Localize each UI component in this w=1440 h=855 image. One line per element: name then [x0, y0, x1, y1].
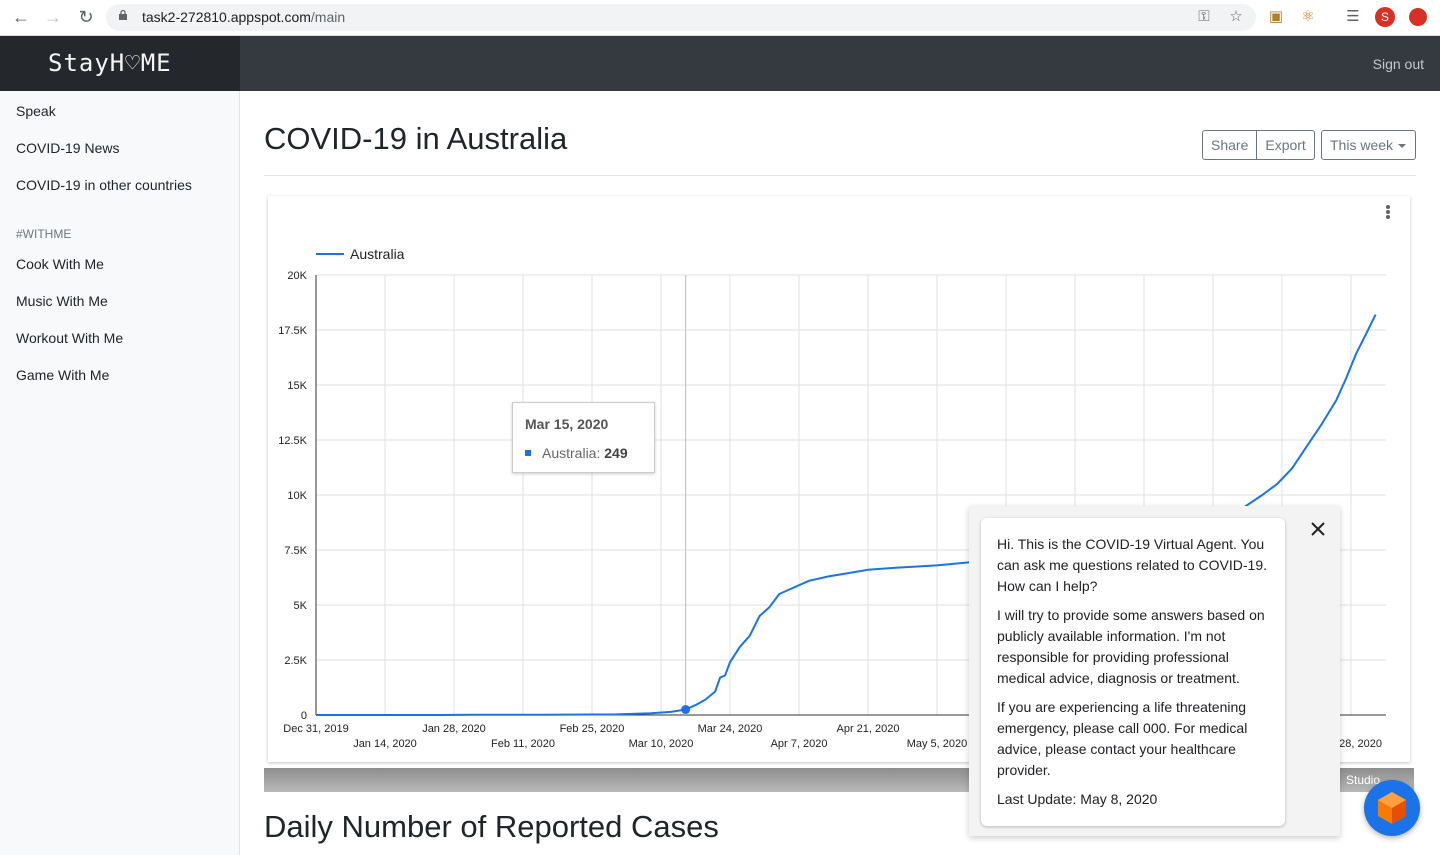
period-label: This week [1330, 137, 1394, 153]
sidebar-heading-withme: #WITHME [16, 227, 72, 241]
url-host: task2-272810.appspot.com [142, 9, 311, 25]
sign-out-link[interactable]: Sign out [1372, 56, 1424, 72]
browser-toolbar: ← → ↻ task2-272810.appspot.com/main ⚿ ☆ … [0, 0, 1440, 36]
sidebar-item-other-countries[interactable]: COVID-19 in other countries [16, 177, 192, 193]
sidebar-item-music[interactable]: Music With Me [16, 293, 108, 309]
app-header: StayH♡ME Sign out [0, 36, 1440, 91]
brand-logo[interactable]: StayH♡ME [0, 36, 240, 91]
star-icon[interactable]: ☆ [1229, 8, 1243, 25]
back-arrow-icon[interactable]: ← [12, 7, 30, 27]
forward-arrow-icon[interactable]: → [44, 7, 62, 27]
update-icon[interactable] [1409, 8, 1427, 26]
header-divider [264, 175, 1416, 176]
extension-icon[interactable]: ▣ [1268, 8, 1284, 25]
cube-icon [1378, 792, 1406, 824]
url-text: task2-272810.appspot.com/main [142, 9, 345, 25]
agent-message: Hi. This is the COVID-19 Virtual Agent. … [981, 518, 1285, 826]
close-icon[interactable] [1307, 518, 1329, 540]
section-title-daily-cases: Daily Number of Reported Cases [264, 809, 719, 844]
export-button[interactable]: Export [1257, 130, 1315, 160]
profile-avatar[interactable]: S [1375, 7, 1395, 27]
period-dropdown[interactable]: This week [1321, 130, 1416, 160]
virtual-agent-launcher[interactable] [1364, 780, 1420, 836]
playlist-icon[interactable]: ☰ [1346, 8, 1360, 25]
sidebar: Speak COVID-19 News COVID-19 in other co… [0, 91, 240, 855]
share-export-group: Share Export [1202, 130, 1315, 160]
reload-icon[interactable]: ↻ [78, 7, 94, 27]
address-bar[interactable]: task2-272810.appspot.com/main ⚿ ☆ [106, 4, 1256, 31]
agent-greeting: Hi. This is the COVID-19 Virtual Agent. … [997, 536, 1268, 594]
tooltip-value-line: Australia: 249 [542, 445, 628, 461]
more-options-icon[interactable] [1385, 204, 1391, 220]
agent-last-update: Last Update: May 8, 2020 [997, 791, 1158, 807]
tooltip-value: 249 [604, 445, 628, 461]
chart-tooltip: Mar 15, 2020 Australia: 249 [512, 402, 655, 473]
share-button[interactable]: Share [1202, 130, 1258, 160]
data-studio-label[interactable]: Studio [1346, 773, 1381, 787]
key-icon[interactable]: ⚿ [1198, 8, 1210, 25]
url-path: /main [310, 9, 346, 25]
tooltip-date: Mar 15, 2020 [525, 416, 609, 432]
agent-emergency: If you are experiencing a life threateni… [997, 699, 1248, 778]
page-title: COVID-19 in Australia [264, 121, 568, 156]
caret-down-icon [1398, 144, 1406, 148]
extension-network-icon[interactable]: ⚛ [1301, 8, 1315, 25]
lock-icon [119, 10, 127, 20]
sidebar-item-covid-news[interactable]: COVID-19 News [16, 140, 120, 156]
tooltip-series: Australia: [542, 445, 605, 461]
agent-disclaimer: I will try to provide some answers based… [997, 607, 1265, 686]
sidebar-item-speak[interactable]: Speak [16, 103, 56, 119]
tooltip-swatch [525, 450, 531, 456]
sidebar-item-game[interactable]: Game With Me [16, 367, 110, 383]
sidebar-item-workout[interactable]: Workout With Me [16, 330, 124, 346]
sidebar-item-cook[interactable]: Cook With Me [16, 256, 104, 272]
